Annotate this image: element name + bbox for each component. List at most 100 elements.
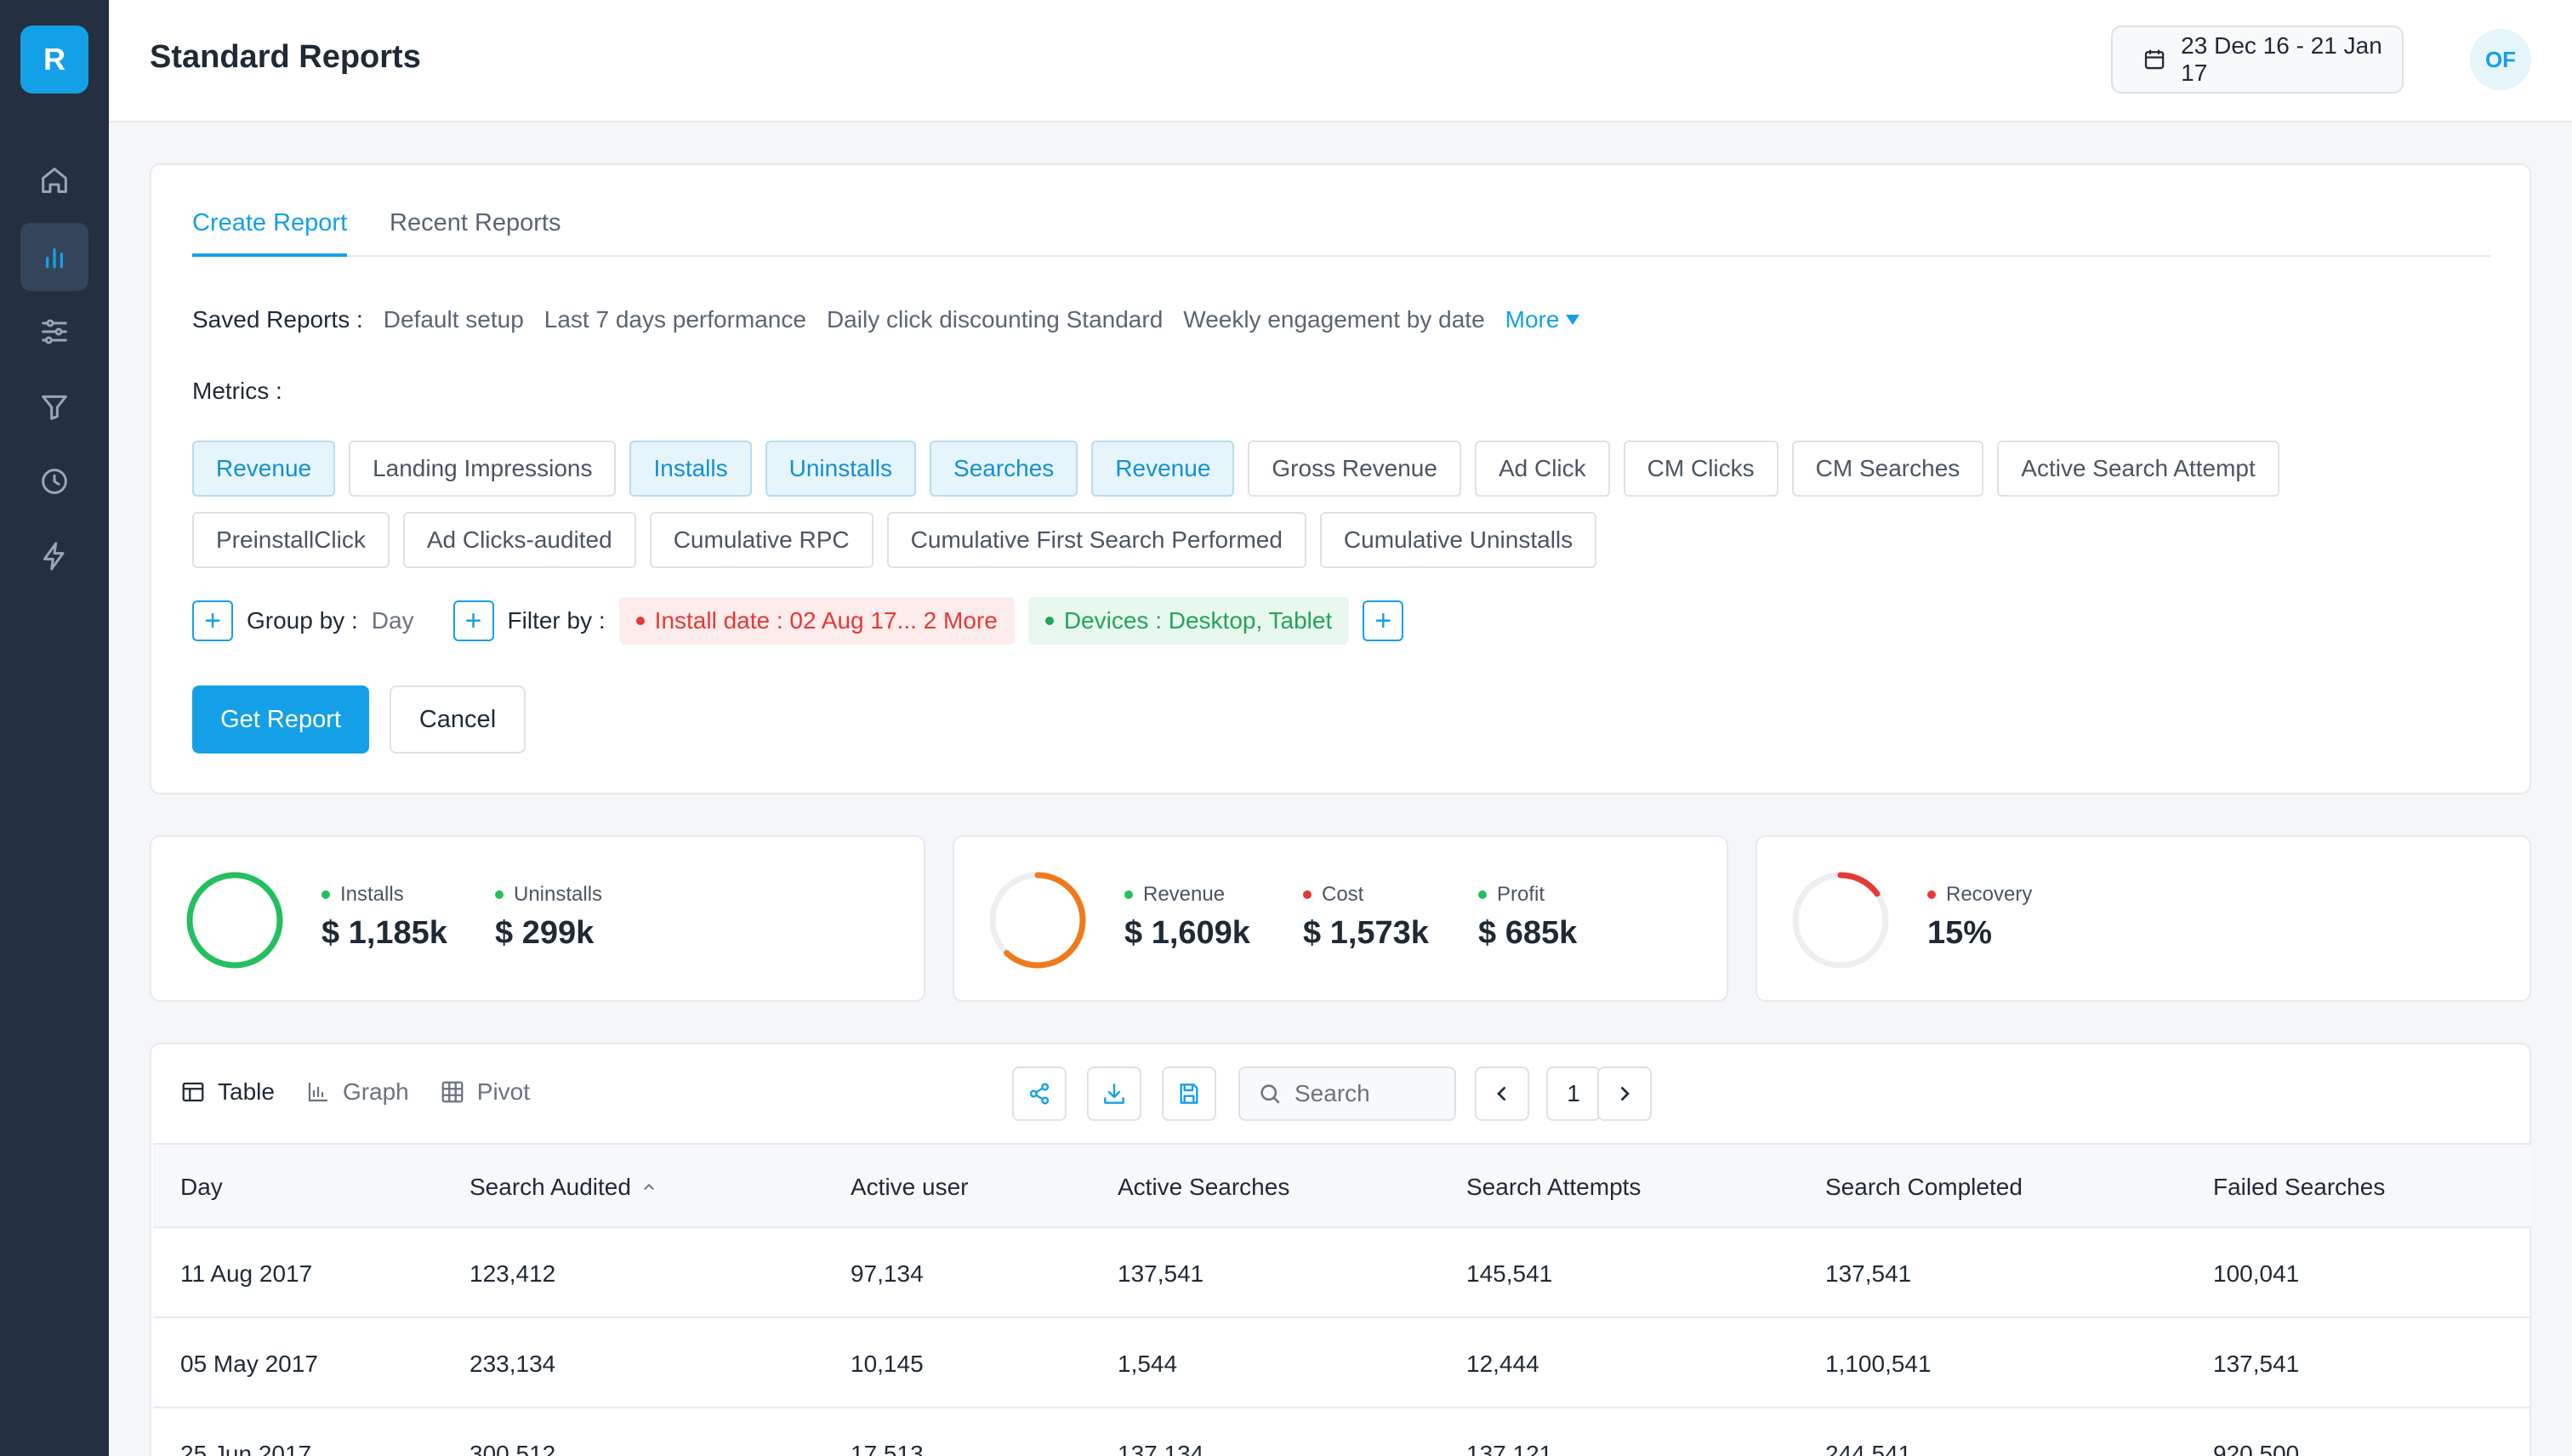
table-cell: 244,541: [1825, 1441, 1912, 1456]
group-by-value[interactable]: Day: [371, 607, 414, 634]
stat-card-recovery: Recovery 15%: [1755, 835, 2531, 1002]
metric-chip-landing-impressions[interactable]: Landing Impressions: [349, 441, 617, 497]
table-row[interactable]: 25 Jun 2017 300,512 17,513 137,134 137,121 24…: [153, 1408, 2531, 1456]
progress-ring: [186, 872, 283, 969]
metrics-row-1: Revenue Landing Impressions Installs Uninst…: [192, 441, 2279, 497]
get-report-button[interactable]: Get Report: [192, 685, 369, 754]
data-table: Day Search Audited Active user Active Se…: [153, 1143, 2531, 1456]
column-header-search-completed[interactable]: Search Completed: [1825, 1174, 2023, 1201]
column-header-search-attempts[interactable]: Search Attempts: [1466, 1174, 1641, 1201]
table-cell: 12,444: [1466, 1351, 1539, 1377]
column-header-active-searches[interactable]: Active Searches: [1118, 1174, 1289, 1201]
create-report-card: Create Report Recent Reports Saved Repor…: [150, 163, 2531, 794]
metric-chip-preinstallclick[interactable]: PreinstallClick: [192, 512, 390, 568]
nav-filters[interactable]: [20, 373, 88, 441]
chevron-left-icon: [1497, 1087, 1505, 1101]
report-tabs: Create Report Recent Reports: [192, 209, 2490, 257]
column-header-search-audited[interactable]: Search Audited: [469, 1174, 658, 1201]
search-placeholder: Search: [1295, 1080, 1370, 1106]
save-button[interactable]: [1162, 1066, 1216, 1121]
metric-chip-revenue[interactable]: Revenue: [192, 441, 336, 497]
nav-reports[interactable]: [20, 223, 88, 291]
stat-recovery: Recovery 15%: [1927, 883, 2032, 952]
share-icon: [1029, 1083, 1050, 1105]
metric-chip-cumulative-rpc[interactable]: Cumulative RPC: [649, 512, 873, 568]
saved-reports-label: Saved Reports :: [192, 306, 363, 333]
more-saved-reports-button[interactable]: More: [1505, 306, 1582, 333]
table-cell: 920,500: [2213, 1441, 2300, 1456]
table-row[interactable]: 11 Aug 2017 123,412 97,134 137,541 145,541 13…: [153, 1228, 2531, 1318]
metric-chip-gross-revenue[interactable]: Gross Revenue: [1248, 441, 1461, 497]
add-filter-button[interactable]: +: [452, 600, 494, 641]
view-tab-table[interactable]: Table: [180, 1078, 275, 1106]
saved-report-item[interactable]: Last 7 days performance: [543, 306, 806, 333]
column-header-failed-searches[interactable]: Failed Searches: [2213, 1174, 2385, 1201]
table-cell: 11 Aug 2017: [180, 1260, 313, 1287]
stat-value: 15%: [1927, 915, 1993, 951]
tab-create-report[interactable]: Create Report: [192, 209, 348, 257]
download-button[interactable]: [1087, 1066, 1141, 1121]
saved-report-item[interactable]: Weekly engagement by date: [1183, 306, 1485, 333]
status-dot: [1303, 890, 1312, 899]
nav-home[interactable]: [20, 146, 88, 214]
caret-down-icon: [1566, 315, 1580, 325]
stat-value: $ 1,573k: [1303, 915, 1429, 951]
metric-chip-cumulative-uninstalls[interactable]: Cumulative Uninstalls: [1319, 512, 1597, 568]
saved-report-item[interactable]: Default setup: [383, 306, 524, 333]
metric-chip-active-search-attempt[interactable]: Active Search Attempt: [1997, 441, 2279, 497]
metric-chip-searches[interactable]: Searches: [930, 441, 1078, 497]
filter-chip-devices[interactable]: Devices : Desktop, Tablet: [1027, 597, 1350, 645]
group-filter-row: + Group by : Day + Filter by : Install d…: [192, 597, 1404, 645]
report-table-card: Table Graph Pivot Search 1 Day Search Au…: [150, 1043, 2531, 1456]
add-group-by-button[interactable]: +: [192, 600, 233, 641]
table-cell: 137,134: [1118, 1441, 1204, 1456]
metric-chip-cm-clicks[interactable]: CM Clicks: [1623, 441, 1778, 497]
stat-value: $ 299k: [495, 915, 595, 951]
metric-chip-revenue[interactable]: Revenue: [1091, 441, 1235, 497]
column-header-active-user[interactable]: Active user: [851, 1174, 969, 1201]
date-range-picker[interactable]: 23 Dec 16 - 21 Jan 17: [2111, 26, 2404, 94]
metric-chip-installs[interactable]: Installs: [629, 441, 752, 497]
table-row[interactable]: 05 May 2017 233,134 10,145 1,544 12,444 1,100…: [153, 1318, 2531, 1408]
metric-chip-uninstalls[interactable]: Uninstalls: [765, 441, 917, 497]
filter-chip-install-date[interactable]: Install date : 02 Aug 17... 2 More: [618, 597, 1015, 645]
table-cell: 17,513: [851, 1441, 924, 1456]
lightning-icon: [43, 542, 65, 571]
table-cell: 25 Jun 2017: [180, 1441, 312, 1456]
share-button[interactable]: [1012, 1066, 1067, 1121]
table-cell: 100,041: [2213, 1260, 2300, 1287]
progress-ring: [989, 872, 1086, 969]
stat-card-installs: Installs $ 1,185k Uninstalls $ 299k: [150, 835, 925, 1002]
table-cell: 300,512: [469, 1441, 556, 1456]
user-avatar[interactable]: OF: [2470, 29, 2531, 90]
date-range-text: 23 Dec 16 - 21 Jan 17: [2181, 32, 2382, 86]
metric-chip-cumulative-first-search-performed[interactable]: Cumulative First Search Performed: [886, 512, 1306, 568]
nav-settings[interactable]: [20, 298, 88, 366]
column-header-day[interactable]: Day: [180, 1174, 223, 1201]
next-page-button[interactable]: [1597, 1066, 1652, 1121]
add-more-filter-button[interactable]: +: [1363, 600, 1404, 641]
metric-chip-ad-click[interactable]: Ad Click: [1474, 441, 1610, 497]
metric-chip-ad-clicks-audited[interactable]: Ad Clicks-audited: [402, 512, 636, 568]
metric-chip-cm-searches[interactable]: CM Searches: [1791, 441, 1984, 497]
saved-reports-row: Saved Reports : Default setup Last 7 day…: [192, 306, 1581, 333]
clock-icon: [42, 469, 67, 494]
nav-history[interactable]: [20, 447, 88, 515]
calendar-icon: [2144, 49, 2165, 70]
download-icon: [1104, 1083, 1124, 1104]
current-page[interactable]: 1: [1546, 1066, 1601, 1121]
tab-recent-reports[interactable]: Recent Reports: [390, 209, 561, 236]
column-label: Active Searches: [1118, 1174, 1290, 1200]
table-cell: 97,134: [851, 1260, 924, 1287]
column-label: Failed Searches: [2213, 1174, 2386, 1200]
nav-automation[interactable]: [20, 522, 88, 590]
prev-page-button[interactable]: [1475, 1066, 1529, 1121]
app-logo[interactable]: R: [20, 26, 88, 94]
column-label: Day: [180, 1174, 223, 1200]
chevron-right-icon: [1621, 1087, 1630, 1101]
view-tab-graph[interactable]: Graph: [305, 1078, 409, 1106]
saved-report-item[interactable]: Daily click discounting Standard: [826, 306, 1164, 333]
table-search-input[interactable]: Search: [1238, 1066, 1456, 1121]
view-tab-pivot[interactable]: Pivot: [440, 1078, 530, 1106]
cancel-button[interactable]: Cancel: [390, 685, 526, 754]
